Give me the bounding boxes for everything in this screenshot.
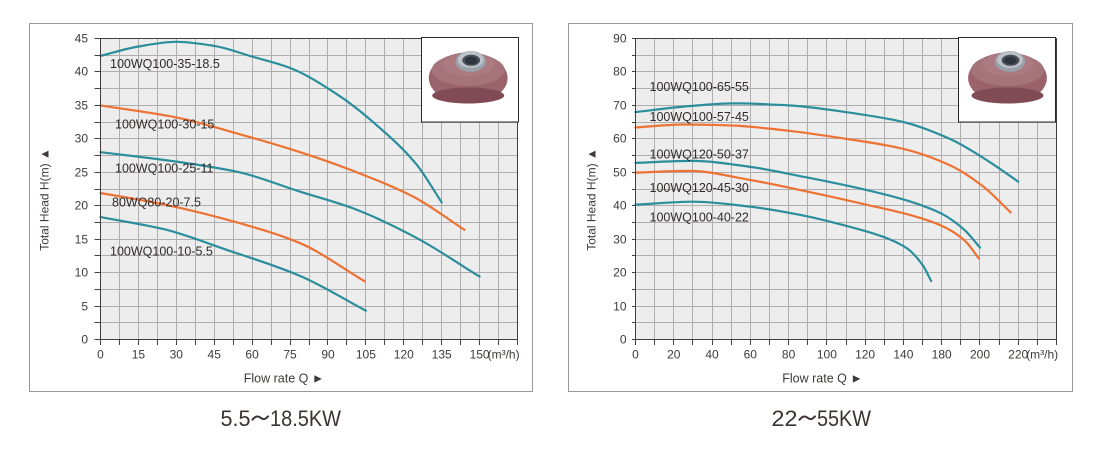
svg-text:105: 105: [356, 348, 376, 362]
svg-text:0: 0: [97, 348, 104, 362]
svg-text:220: 220: [1008, 348, 1028, 362]
svg-text:30: 30: [75, 132, 89, 146]
svg-text:100WQ100-35-18.5: 100WQ100-35-18.5: [110, 57, 220, 71]
svg-text:100WQ100-57-45: 100WQ100-57-45: [650, 110, 749, 124]
svg-text:5.5: 5.5: [221, 406, 251, 431]
svg-text:100WQ100-25-11: 100WQ100-25-11: [115, 162, 213, 176]
svg-text:180: 180: [932, 348, 952, 362]
svg-text:60: 60: [744, 348, 758, 362]
svg-text:200: 200: [970, 348, 990, 362]
svg-text:Flow rate Q ►: Flow rate Q ►: [244, 372, 324, 386]
svg-text:10: 10: [613, 300, 627, 314]
svg-text:(m³/h): (m³/h): [488, 348, 520, 362]
svg-text:40: 40: [613, 199, 627, 213]
svg-text:20: 20: [613, 266, 627, 280]
svg-text:25: 25: [75, 166, 89, 180]
svg-text:5: 5: [81, 300, 88, 314]
svg-text:18.5KW: 18.5KW: [270, 406, 341, 431]
svg-text:45: 45: [75, 32, 89, 46]
svg-text:Total Head H(m) ▲: Total Head H(m) ▲: [585, 148, 599, 251]
svg-text:80: 80: [782, 348, 796, 362]
svg-text:100: 100: [817, 348, 837, 362]
svg-text:Flow rate Q ►: Flow rate Q ►: [782, 372, 862, 386]
svg-text:20: 20: [75, 199, 89, 213]
svg-text:70: 70: [613, 99, 627, 113]
svg-text:80WQ80-20-7.5: 80WQ80-20-7.5: [112, 196, 201, 210]
svg-text:120: 120: [394, 348, 414, 362]
svg-text:22: 22: [772, 406, 798, 431]
svg-text:140: 140: [893, 348, 913, 362]
svg-text:90: 90: [613, 32, 627, 46]
svg-text:35: 35: [75, 99, 89, 113]
svg-text:55KW: 55KW: [817, 406, 871, 431]
svg-text:60: 60: [245, 348, 259, 362]
svg-text:100WQ100-40-22: 100WQ100-40-22: [650, 211, 749, 225]
svg-text:15: 15: [75, 233, 89, 247]
svg-text:0: 0: [632, 348, 639, 362]
svg-text:75: 75: [283, 348, 297, 362]
svg-text:20: 20: [667, 348, 681, 362]
svg-text:80: 80: [613, 65, 627, 79]
svg-text:100WQ100-10-5.5: 100WQ100-10-5.5: [110, 245, 213, 259]
svg-text:0: 0: [620, 333, 627, 347]
svg-text:50: 50: [613, 166, 627, 180]
svg-text:45: 45: [208, 348, 222, 362]
svg-text:10: 10: [75, 266, 89, 280]
svg-text:100WQ120-45-30: 100WQ120-45-30: [650, 181, 749, 195]
svg-text:60: 60: [613, 132, 627, 146]
svg-text:135: 135: [432, 348, 452, 362]
svg-text:120: 120: [855, 348, 875, 362]
svg-text:30: 30: [613, 233, 627, 247]
svg-text:100WQ120-50-37: 100WQ120-50-37: [650, 148, 749, 162]
svg-text:100WQ100-65-55: 100WQ100-65-55: [650, 80, 749, 94]
svg-text:0: 0: [81, 333, 88, 347]
svg-text:30: 30: [170, 348, 184, 362]
svg-text:15: 15: [132, 348, 146, 362]
svg-text:100WQ100-30-15: 100WQ100-30-15: [115, 118, 214, 132]
svg-text:Total Head H(m) ▲: Total Head H(m) ▲: [38, 148, 52, 251]
svg-text:150: 150: [470, 348, 490, 362]
svg-text:90: 90: [321, 348, 335, 362]
svg-text:(m³/h): (m³/h): [1026, 348, 1058, 362]
svg-text:40: 40: [75, 65, 89, 79]
svg-text:40: 40: [705, 348, 719, 362]
